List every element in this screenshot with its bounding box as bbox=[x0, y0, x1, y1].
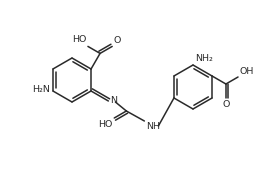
Text: HO: HO bbox=[73, 35, 87, 44]
Text: N: N bbox=[110, 95, 117, 105]
Text: O: O bbox=[222, 100, 230, 109]
Text: NH₂: NH₂ bbox=[195, 54, 213, 63]
Text: OH: OH bbox=[239, 67, 254, 76]
Text: NH: NH bbox=[146, 122, 160, 131]
Text: O: O bbox=[113, 36, 120, 45]
Text: HO: HO bbox=[98, 120, 112, 129]
Text: H₂N: H₂N bbox=[32, 85, 50, 93]
